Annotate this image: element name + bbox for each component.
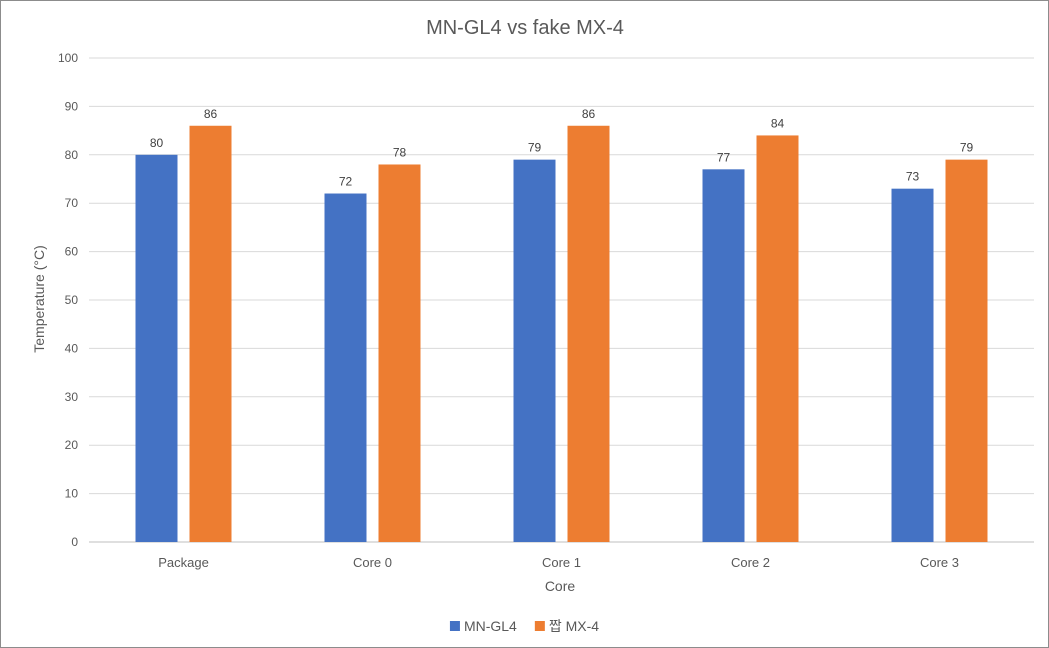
legend-item: MN-GL4 — [449, 618, 517, 634]
y-tick-label: 10 — [65, 487, 79, 501]
y-tick-label: 80 — [65, 148, 79, 162]
legend: MN-GL4 짭 MX-4 — [449, 618, 599, 634]
bar — [756, 135, 799, 542]
legend-swatch — [534, 621, 545, 631]
y-tick-label: 60 — [65, 245, 79, 259]
data-label: 80 — [150, 136, 164, 150]
chart-title: MN-GL4 vs fake MX-4 — [426, 17, 624, 39]
data-label: 73 — [906, 170, 920, 184]
y-tick-label: 0 — [71, 535, 78, 549]
bar — [945, 159, 988, 542]
data-label: 86 — [582, 107, 596, 121]
x-axis-ticks: Package Core 0 Core 1 Core 2 Core 3 — [158, 555, 959, 570]
x-tick-label: Core 3 — [920, 555, 959, 570]
data-label: 84 — [771, 116, 785, 130]
gridlines — [89, 57, 1034, 543]
x-tick-label: Core 1 — [542, 555, 581, 570]
y-axis-title: Temperature (°C) — [31, 245, 47, 353]
data-label: 79 — [528, 141, 542, 155]
legend-swatch — [449, 621, 460, 631]
x-tick-label: Core 0 — [353, 555, 392, 570]
y-tick-label: 40 — [65, 341, 79, 355]
y-tick-label: 70 — [65, 196, 79, 210]
legend-label: MN-GL4 — [464, 618, 517, 634]
bar — [567, 125, 610, 542]
legend-item: 짭 MX-4 — [534, 618, 599, 634]
y-tick-label: 100 — [58, 51, 78, 65]
x-tick-label: Package — [158, 555, 209, 570]
data-label: 78 — [393, 145, 407, 159]
bar — [189, 125, 232, 542]
data-label: 77 — [717, 150, 731, 164]
x-tick-label: Core 2 — [731, 555, 770, 570]
y-tick-label: 30 — [65, 390, 79, 404]
y-tick-label: 50 — [65, 293, 79, 307]
bar — [513, 159, 556, 542]
bar — [324, 193, 367, 542]
bar — [378, 164, 421, 543]
y-axis-ticks: 0 10 20 30 40 50 60 70 80 90 100 — [58, 51, 78, 549]
bars — [135, 125, 988, 543]
x-axis-title: Core — [545, 578, 576, 594]
legend-label: 짭 MX-4 — [549, 618, 599, 634]
y-tick-label: 20 — [65, 438, 79, 452]
bar — [891, 188, 934, 542]
bar — [702, 169, 745, 542]
data-labels: 80 86 72 78 79 86 77 84 73 79 — [150, 107, 974, 189]
y-tick-label: 90 — [65, 99, 79, 113]
data-label: 86 — [204, 107, 218, 121]
data-label: 79 — [960, 141, 974, 155]
bar — [135, 154, 178, 543]
data-label: 72 — [339, 175, 353, 189]
